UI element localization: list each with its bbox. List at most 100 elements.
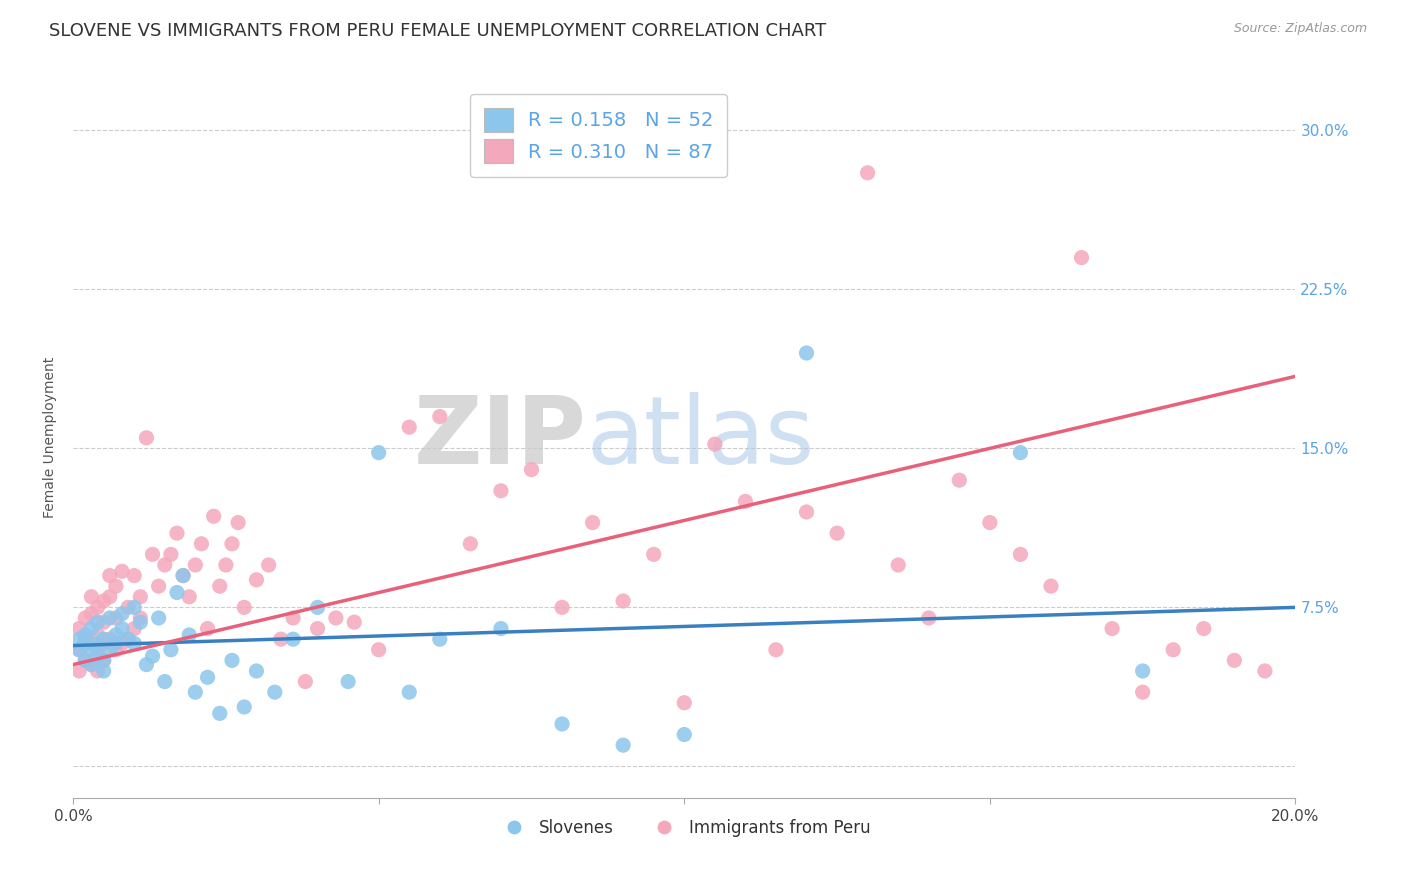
Point <box>948 473 970 487</box>
Point <box>93 636 115 650</box>
Point <box>153 674 176 689</box>
Point <box>122 600 145 615</box>
Point <box>1010 547 1032 561</box>
Point <box>612 738 634 752</box>
Point <box>67 642 90 657</box>
Point <box>197 670 219 684</box>
Point <box>489 622 512 636</box>
Point <box>918 611 941 625</box>
Point <box>93 594 115 608</box>
Point <box>135 657 157 672</box>
Point <box>1161 642 1184 657</box>
Point <box>75 628 97 642</box>
Point <box>172 568 194 582</box>
Point <box>1010 445 1032 459</box>
Point <box>67 622 90 636</box>
Point <box>673 727 696 741</box>
Text: ZIP: ZIP <box>413 392 586 483</box>
Point <box>80 622 103 636</box>
Point <box>80 590 103 604</box>
Legend: Slovenes, Immigrants from Peru: Slovenes, Immigrants from Peru <box>491 813 877 844</box>
Point <box>233 600 256 615</box>
Point <box>281 611 304 625</box>
Point <box>117 600 139 615</box>
Point <box>215 558 238 572</box>
Point <box>796 505 818 519</box>
Point <box>190 537 212 551</box>
Point <box>93 664 115 678</box>
Point <box>221 537 243 551</box>
Point <box>75 611 97 625</box>
Point <box>75 653 97 667</box>
Point <box>226 516 249 530</box>
Point <box>887 558 910 572</box>
Point <box>148 611 170 625</box>
Point <box>343 615 366 630</box>
Point <box>367 445 389 459</box>
Point <box>111 565 134 579</box>
Point <box>75 636 97 650</box>
Point <box>551 600 574 615</box>
Point <box>1132 664 1154 678</box>
Point <box>257 558 280 572</box>
Point <box>208 706 231 721</box>
Point <box>98 611 121 625</box>
Point <box>93 615 115 630</box>
Point <box>979 516 1001 530</box>
Point <box>184 685 207 699</box>
Text: atlas: atlas <box>586 392 814 483</box>
Point <box>153 558 176 572</box>
Point <box>856 166 879 180</box>
Y-axis label: Female Unemployment: Female Unemployment <box>44 357 58 518</box>
Point <box>765 642 787 657</box>
Point <box>98 590 121 604</box>
Point <box>460 537 482 551</box>
Point <box>1040 579 1063 593</box>
Point <box>93 653 115 667</box>
Point <box>129 615 152 630</box>
Point <box>122 622 145 636</box>
Point <box>179 628 201 642</box>
Point <box>86 600 108 615</box>
Point <box>429 409 451 424</box>
Point <box>148 579 170 593</box>
Point <box>135 431 157 445</box>
Point <box>825 526 848 541</box>
Point <box>367 642 389 657</box>
Point <box>80 657 103 672</box>
Point <box>166 585 188 599</box>
Point <box>104 579 127 593</box>
Point <box>734 494 756 508</box>
Point <box>208 579 231 593</box>
Point <box>197 622 219 636</box>
Point <box>129 611 152 625</box>
Point <box>796 346 818 360</box>
Point <box>673 696 696 710</box>
Point <box>111 636 134 650</box>
Point <box>93 632 115 647</box>
Point <box>643 547 665 561</box>
Point <box>245 573 267 587</box>
Point <box>80 607 103 621</box>
Text: Source: ZipAtlas.com: Source: ZipAtlas.com <box>1233 22 1367 36</box>
Point <box>86 649 108 664</box>
Point <box>1254 664 1277 678</box>
Point <box>98 632 121 647</box>
Point <box>202 509 225 524</box>
Point <box>86 642 108 657</box>
Text: SLOVENE VS IMMIGRANTS FROM PERU FEMALE UNEMPLOYMENT CORRELATION CHART: SLOVENE VS IMMIGRANTS FROM PERU FEMALE U… <box>49 22 827 40</box>
Point <box>160 642 183 657</box>
Point <box>221 653 243 667</box>
Point <box>141 649 163 664</box>
Point <box>98 642 121 657</box>
Point <box>263 685 285 699</box>
Point <box>86 615 108 630</box>
Point <box>98 568 121 582</box>
Point <box>307 600 329 615</box>
Point <box>104 611 127 625</box>
Point <box>104 636 127 650</box>
Point <box>129 590 152 604</box>
Point <box>122 568 145 582</box>
Point <box>75 632 97 647</box>
Point <box>160 547 183 561</box>
